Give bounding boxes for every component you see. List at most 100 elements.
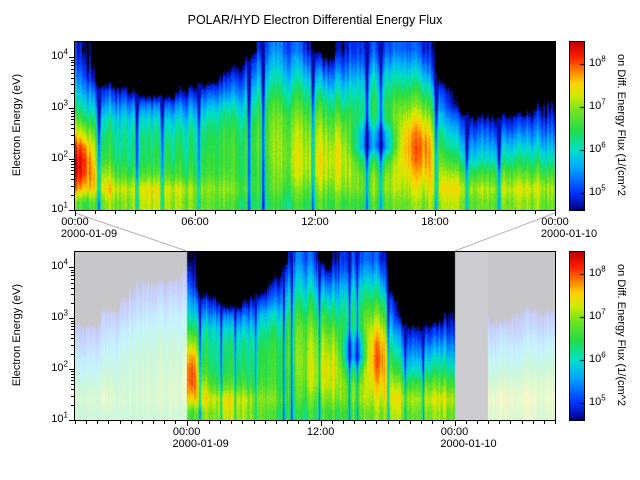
y-tick [69,210,74,211]
x-tick [421,421,422,424]
y-tick [69,267,74,268]
x-tick [254,421,255,424]
colorbar-canvas-bottom [570,252,584,420]
x-tick [535,211,536,214]
colorbar-canvas-top [570,42,584,210]
y-axis-label-bottom: Electron Energy (eV) [11,283,23,387]
y-minor-tick [71,270,74,271]
date-label: 2000-01-09 [60,228,118,240]
y-minor-tick [71,279,74,280]
x-tick [315,211,316,216]
x-tick [354,421,355,424]
y-minor-tick [71,62,74,63]
x-tick [475,211,476,214]
x-tick [242,421,243,424]
y-minor-tick [71,323,74,324]
date-label: 2000-01-10 [440,438,497,450]
x-tick [365,421,366,424]
x-tick [435,211,436,216]
x-tick [255,211,256,214]
x-tick [499,421,500,424]
x-tick-label: 18:00 [421,216,449,228]
x-tick [335,211,336,214]
colorbar-tick-label: 106 [589,140,606,155]
y-tick-label: 103 [51,98,68,114]
x-tick-label: 00:00 [440,426,469,438]
x-tick [164,421,165,424]
colorbar-tick-label: 107 [589,306,606,322]
y-minor-tick [71,354,74,355]
spectrogram-canvas-bottom [75,252,555,420]
x-tick-label: 00:00 [61,216,89,228]
x-tick-label: 12:00 [301,216,329,228]
x-tick [544,421,545,424]
y-minor-tick [71,69,74,70]
colorbar-tick-label: 108 [589,263,606,279]
x-tick [410,421,411,424]
y-minor-tick [71,283,74,284]
x-tick [215,211,216,214]
x-tick [195,211,196,216]
y-minor-tick [71,380,74,381]
y-minor-tick [71,124,74,125]
y-minor-tick [71,174,74,175]
y-minor-tick [71,116,74,117]
x-tick [86,421,87,424]
colorbar-tick-label: 108 [589,53,606,69]
y-minor-tick [71,371,74,372]
y-minor-tick [71,377,74,378]
x-tick [488,421,489,424]
y-minor-tick [71,294,74,295]
x-tick [187,421,188,426]
x-tick [533,421,534,424]
y-minor-tick [71,93,74,94]
y-minor-tick [71,326,74,327]
y-tick [69,108,74,109]
x-tick [97,421,98,424]
y-tick-label: 101 [51,410,68,425]
x-tick [477,421,478,424]
x-tick [415,211,416,214]
x-tick [295,211,296,214]
y-minor-tick [71,84,74,85]
y-minor-tick [71,164,74,165]
colorbar-tick-label: 106 [589,350,606,365]
y-minor-tick [71,167,74,168]
x-tick [287,421,288,424]
y-minor-tick [71,179,74,180]
y-axis-label-top: Electron Energy (eV) [11,73,23,177]
x-tick [115,211,116,214]
y-tick [69,420,74,421]
y-minor-tick [71,78,74,79]
x-tick [108,421,109,424]
y-minor-tick [71,144,74,145]
y-minor-tick [71,128,74,129]
y-tick [69,369,74,370]
x-tick [155,211,156,214]
x-tick-label: 00:00 [541,216,569,228]
x-tick [432,421,433,424]
x-tick [198,421,199,424]
date-label: 2000-01-09 [172,438,229,450]
x-tick [522,421,523,424]
y-minor-tick [71,272,74,273]
y-tick [69,57,74,58]
x-tick [231,421,232,424]
x-tick [75,211,76,216]
x-tick [466,421,467,424]
y-minor-tick [71,338,74,339]
y-minor-tick [71,329,74,330]
y-minor-tick [71,170,74,171]
y-minor-tick [71,195,74,196]
x-tick [388,421,389,424]
x-tick [175,421,176,424]
y-minor-tick [71,65,74,66]
y-minor-tick [71,73,74,74]
x-tick [120,421,121,424]
x-tick [343,421,344,424]
x-tick [555,211,556,216]
x-tick-label: 00:00 [172,426,201,438]
x-tick [399,421,400,424]
x-tick [209,421,210,424]
x-tick [510,421,511,424]
